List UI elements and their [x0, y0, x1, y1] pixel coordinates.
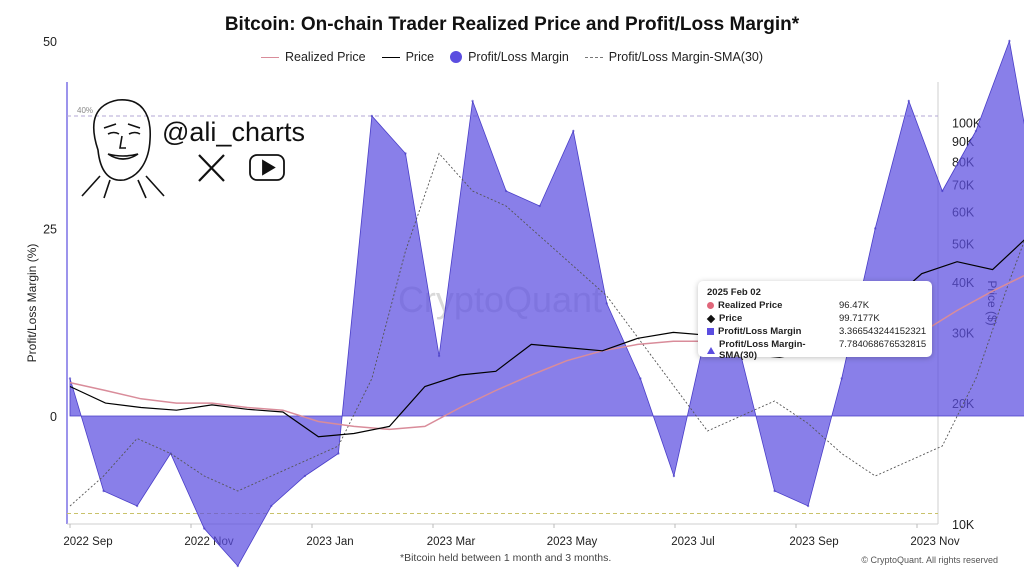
profit-loss-margin-point	[370, 114, 374, 118]
legend-label: Profit/Loss Margin	[468, 50, 569, 64]
x-tick-label: 2023 Jul	[671, 536, 714, 548]
x-tick-label: 2023 Nov	[910, 536, 959, 548]
footnote: *Bitcoin held between 1 month and 3 mont…	[400, 552, 612, 564]
profit-loss-margin-point	[236, 564, 239, 568]
legend-item-realized-price[interactable]: Realized Price	[260, 50, 366, 64]
legend: Realized Price Price Profit/Loss Margin …	[0, 50, 1024, 64]
branding-block	[81, 99, 285, 199]
tooltip-date: 2025 Feb 02	[707, 287, 761, 298]
profit-loss-margin-point	[907, 99, 910, 103]
reference-line-label: 40%	[77, 106, 93, 115]
tooltip-label: Price	[719, 313, 743, 324]
tooltip: 2025 Feb 02 Realized Price 96.47K Price …	[698, 281, 932, 361]
profit-loss-margin-point	[203, 527, 206, 530]
profit-loss-margin-point	[1008, 39, 1011, 43]
y-left-tick-label: 0	[50, 410, 57, 424]
x-tick-label: 2023 Jan	[306, 536, 353, 548]
profit-loss-margin-point	[337, 452, 340, 455]
tooltip-value: 7.784068676532815	[839, 339, 927, 350]
chart-title: Bitcoin: On-chain Trader Realized Price …	[224, 14, 800, 35]
tooltip-label: Profit/Loss Margin	[718, 326, 802, 337]
profit-loss-margin-point	[874, 227, 877, 230]
profit-loss-margin-point	[572, 129, 575, 133]
youtube-icon[interactable]	[249, 154, 285, 181]
y-right-tick-label: 100K	[952, 116, 982, 130]
profit-loss-margin-point	[504, 189, 508, 193]
y-left-tick-label: 50	[43, 35, 57, 49]
realized-price-swatch	[260, 56, 279, 58]
x-tick-label: 2023 Mar	[427, 536, 476, 548]
realized-price-marker	[707, 302, 714, 309]
legend-label: Realized Price	[284, 50, 366, 64]
legend-label: Profit/Loss Margin-SMA(30)	[608, 50, 764, 64]
tooltip-row: Profit/Loss Margin 3.366543244152321	[707, 326, 927, 337]
x-tick-label: 2023 May	[547, 536, 598, 548]
profit-loss-margin-point	[471, 99, 474, 103]
profit-loss-margin-point	[773, 489, 776, 493]
x-tick-label: 2022 Sep	[63, 536, 112, 548]
profit-loss-margin-point	[404, 152, 407, 155]
profit-loss-margin-point	[840, 377, 843, 380]
x-tick-label: 2023 Sep	[789, 536, 838, 548]
margin-sma-line	[69, 152, 1024, 507]
sma-marker	[707, 346, 715, 354]
margin-swatch	[450, 51, 463, 63]
profit-loss-margin-point	[605, 302, 608, 305]
y-left-axis-label: Profit/Loss Margin (%)	[25, 244, 39, 363]
profit-loss-margin-point	[941, 189, 944, 193]
legend-item-profit-loss-margin[interactable]: Profit/Loss Margin	[450, 50, 569, 64]
avatar	[81, 99, 165, 199]
legend-item-margin-sma[interactable]: Profit/Loss Margin-SMA(30)	[584, 50, 764, 64]
profit-loss-margin-point	[437, 354, 441, 358]
price-line	[69, 239, 1024, 438]
copyright: © CryptoQuant. All rights reserved	[861, 555, 998, 565]
margin-marker	[707, 328, 714, 335]
tooltip-label: Profit/Loss Margin-SMA(30)	[719, 339, 806, 361]
legend-label: Price	[405, 50, 435, 64]
tooltip-row: Price 99.7177K	[706, 313, 927, 324]
profit-loss-margin-point	[639, 377, 642, 380]
profit-loss-margin-point	[303, 474, 307, 478]
y-left-tick-label: 25	[43, 223, 57, 237]
tooltip-value: 99.7177K	[839, 313, 880, 324]
sma-swatch	[584, 56, 603, 58]
tooltip-label: Realized Price	[718, 300, 783, 311]
tooltip-row: Realized Price 96.47K	[707, 300, 927, 311]
profit-loss-margin-point	[270, 504, 273, 508]
profit-loss-margin-point	[672, 474, 676, 478]
profit-loss-margin-point	[974, 129, 978, 133]
profit-loss-margin-point	[135, 504, 139, 508]
tooltip-row: Profit/Loss Margin-SMA(30) 7.78406867653…	[707, 339, 927, 361]
profit-loss-margin-point	[102, 489, 105, 493]
tooltip-value: 3.366543244152321	[839, 326, 927, 337]
y-right-tick-label: 10K	[952, 518, 975, 532]
x-logo-icon[interactable]	[198, 154, 225, 182]
profit-loss-margin-point	[68, 377, 72, 380]
price-swatch	[381, 56, 400, 58]
social-handle: @ali_charts	[162, 117, 305, 147]
profit-loss-margin-point	[806, 504, 810, 508]
legend-item-price[interactable]: Price	[381, 50, 435, 64]
price-marker	[706, 314, 716, 323]
profit-loss-margin-point	[538, 204, 541, 208]
tooltip-value: 96.47K	[839, 300, 870, 311]
